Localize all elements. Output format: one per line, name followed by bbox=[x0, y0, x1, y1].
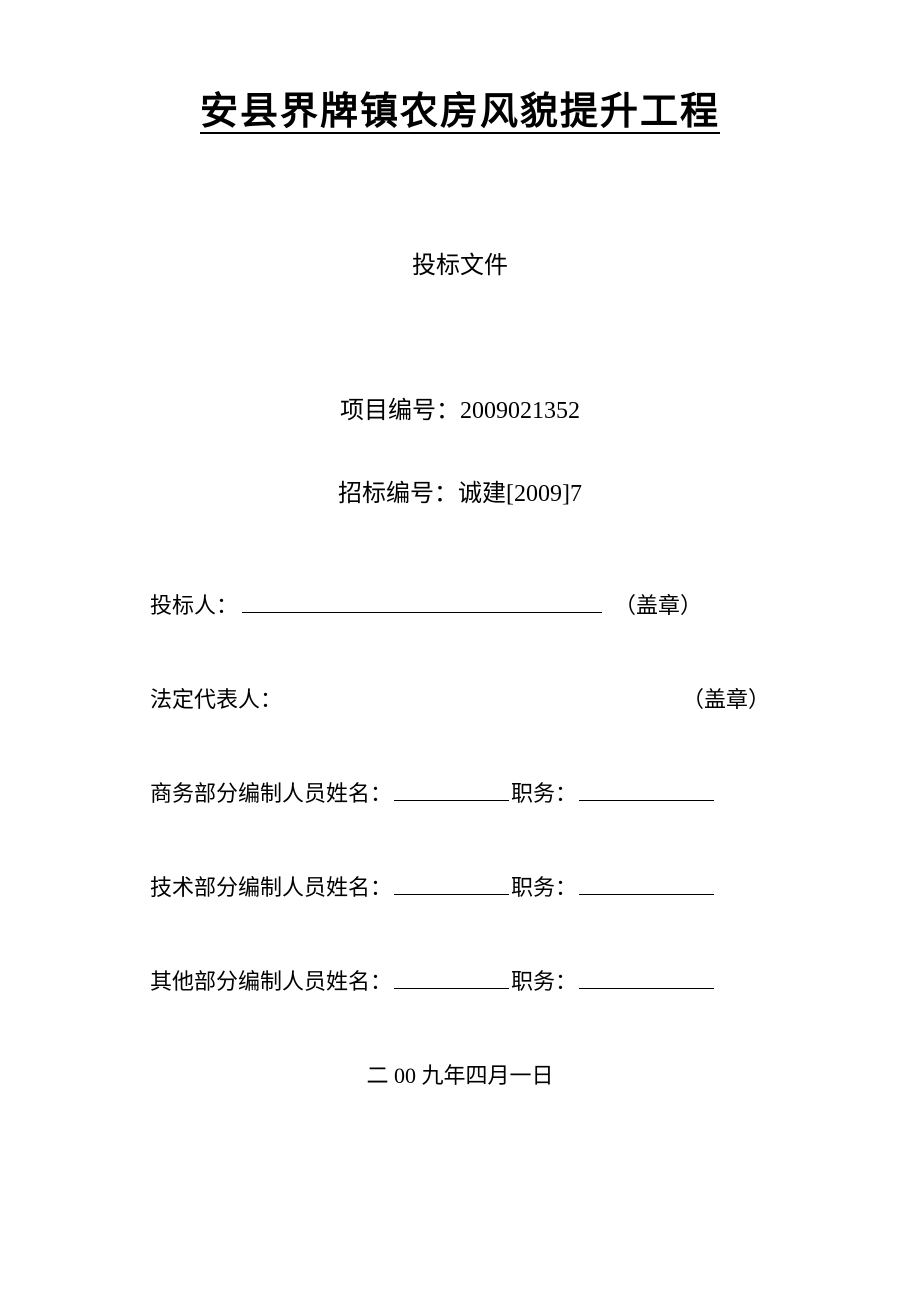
tech-position-blank bbox=[579, 873, 714, 895]
document-title: 安县界牌镇农房风貌提升工程 bbox=[140, 80, 780, 135]
other-position-label: 职务： bbox=[511, 964, 577, 996]
bidder-blank bbox=[242, 591, 602, 613]
bidder-line: 投标人： （盖章） bbox=[150, 588, 770, 620]
bid-number-label: 招标编号： bbox=[338, 481, 458, 507]
other-position-blank bbox=[579, 967, 714, 989]
business-editor-line: 商务部分编制人员姓名： 职务： bbox=[150, 776, 770, 808]
tech-editor-line: 技术部分编制人员姓名： 职务： bbox=[150, 870, 770, 902]
legal-rep-label: 法定代表人： bbox=[150, 682, 674, 714]
business-position-blank bbox=[579, 779, 714, 801]
tech-editor-label: 技术部分编制人员姓名： bbox=[150, 870, 392, 902]
bidder-seal-note: （盖章） bbox=[614, 588, 702, 620]
other-editor-label: 其他部分编制人员姓名： bbox=[150, 964, 392, 996]
project-number-label: 项目编号： bbox=[340, 398, 460, 424]
bid-number-value: 诚建[2009]7 bbox=[458, 481, 582, 507]
form-section: 投标人： （盖章） 法定代表人： （盖章） 商务部分编制人员姓名： 职务： 技术… bbox=[140, 588, 780, 996]
document-subtitle: 投标文件 bbox=[140, 245, 780, 280]
document-date: 二 00 九年四月一日 bbox=[140, 1058, 780, 1090]
business-editor-label: 商务部分编制人员姓名： bbox=[150, 776, 392, 808]
bidder-label: 投标人： bbox=[150, 588, 238, 620]
legal-rep-seal-note: （盖章） bbox=[682, 682, 770, 714]
project-number-value: 2009021352 bbox=[460, 398, 580, 424]
bid-number-line: 招标编号：诚建[2009]7 bbox=[140, 473, 780, 508]
business-editor-name-blank bbox=[394, 779, 509, 801]
legal-rep-line: 法定代表人： （盖章） bbox=[150, 682, 770, 714]
tech-editor-name-blank bbox=[394, 873, 509, 895]
project-number-line: 项目编号：2009021352 bbox=[140, 390, 780, 425]
other-editor-name-blank bbox=[394, 967, 509, 989]
business-position-label: 职务： bbox=[511, 776, 577, 808]
other-editor-line: 其他部分编制人员姓名： 职务： bbox=[150, 964, 770, 996]
tech-position-label: 职务： bbox=[511, 870, 577, 902]
